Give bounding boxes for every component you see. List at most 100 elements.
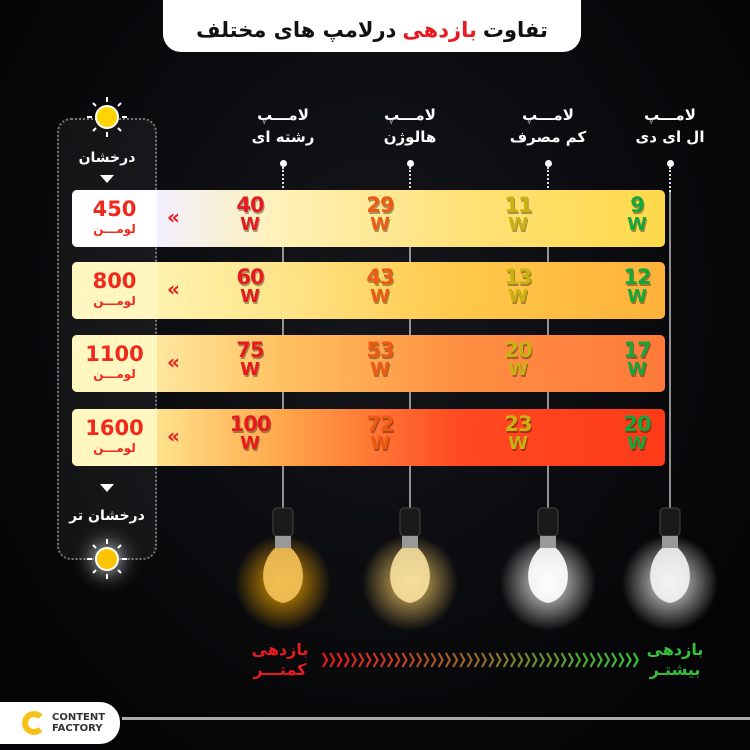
- cfl-bulb-icon: [500, 507, 596, 631]
- wattage-unit: W: [240, 359, 260, 380]
- lumen-unit: لومـــن: [93, 294, 136, 308]
- sun-icon: [86, 538, 128, 580]
- wattage-value: 53: [366, 338, 394, 362]
- arrow-chevron-icon: [589, 652, 596, 668]
- lumen-unit: لومـــن: [93, 367, 136, 381]
- arrow-chevron-icon: [618, 652, 625, 668]
- down-triangle-icon: [100, 175, 114, 183]
- sun-icon: [86, 96, 128, 138]
- divider: [122, 717, 750, 720]
- column-header-filament: لامـــپ رشته ای: [223, 104, 343, 148]
- chevron-left-icon: «: [167, 350, 180, 374]
- efficiency-low-line1: بازدهی: [251, 640, 309, 659]
- title-banner: تفاوت بازدهی درلامپ های مختلف: [163, 0, 581, 52]
- wattage-cell: 20 W: [488, 340, 548, 380]
- wattage-cell: 75 W: [220, 338, 280, 380]
- wattage-cell: 100 W: [220, 414, 280, 454]
- bulb-wire: [669, 190, 671, 512]
- wattage-cell: 72 W: [350, 412, 410, 454]
- arrow-chevron-icon: [365, 652, 372, 668]
- arrow-chevron-icon: [343, 652, 350, 668]
- arrow-chevron-icon: [524, 652, 531, 668]
- arrow-chevron-icon: [350, 652, 358, 668]
- wattage-cell: 13 W: [488, 265, 548, 307]
- wattage-cell: 20 W: [607, 412, 665, 454]
- efficiency-high-label: بازدهی بیشتـر: [640, 640, 710, 680]
- wattage-value: 75: [236, 338, 264, 362]
- wattage-value: 72: [366, 412, 394, 436]
- brightness-top-label: درخشان: [78, 150, 136, 166]
- wattage-unit: W: [240, 214, 260, 235]
- wattage-value: 60: [236, 265, 264, 289]
- wattage-value: 11: [504, 193, 532, 217]
- wattage-unit: W: [370, 286, 390, 307]
- wattage-cell: 53 W: [350, 338, 410, 380]
- arrow-chevron-icon: [582, 652, 589, 668]
- arrow-chevron-icon: [452, 652, 459, 668]
- efficiency-arrow-bar: [322, 652, 640, 668]
- efficiency-high-line1: بازدهی: [646, 640, 704, 659]
- chevron-left-icon: «: [167, 205, 180, 229]
- lumen-cell: 450 لومـــن: [72, 190, 157, 247]
- arrow-chevron-icon: [574, 652, 582, 668]
- lumen-row: 1600 لومـــن «100 W 72 W 23 W 20 W: [72, 409, 665, 466]
- column-label: لامـــپ: [384, 106, 436, 124]
- arrow-chevron-icon: [423, 652, 430, 668]
- arrow-chevron-icon: [322, 652, 329, 668]
- wire-dotted: [409, 167, 411, 192]
- arrow-chevron-icon: [379, 652, 387, 668]
- wattage-unit: W: [240, 286, 260, 307]
- logo-mark-icon: [22, 711, 46, 735]
- logo-line2: FACTORY: [52, 723, 103, 734]
- wattage-cell: 11 W: [488, 193, 548, 235]
- chevron-left-icon: «: [167, 424, 180, 448]
- wattage-cell: 23 W: [488, 414, 548, 454]
- wattage-unit: W: [627, 286, 647, 307]
- column-label: لامـــپ: [644, 106, 696, 124]
- arrow-chevron-icon: [495, 652, 502, 668]
- wire-dot: [280, 160, 287, 167]
- arrow-chevron-icon: [408, 652, 415, 668]
- wattage-unit: W: [508, 286, 528, 307]
- column-header-halogen: لامـــپ هالوژن: [350, 104, 470, 148]
- lumen-row: 800 لومـــن «60 W 43 W 13 W 12 W: [72, 262, 665, 319]
- wattage-unit: W: [370, 433, 390, 454]
- wattage-value: 40: [236, 193, 264, 217]
- wattage-value: 17: [623, 338, 651, 362]
- wattage-unit: W: [627, 433, 647, 454]
- logo-line1: CONTENT: [52, 712, 106, 723]
- wattage-unit: W: [508, 433, 528, 454]
- title-highlight: بازدهی: [402, 18, 477, 42]
- arrow-chevron-icon: [387, 652, 394, 668]
- column-header-cfl: لامـــپ کم مصرف: [488, 104, 608, 148]
- wattage-value: 43: [366, 265, 394, 289]
- arrow-chevron-icon: [415, 652, 423, 668]
- arrow-chevron-icon: [459, 652, 466, 668]
- wattage-value: 13: [504, 265, 532, 289]
- arrow-chevron-icon: [394, 652, 401, 668]
- column-label: کم مصرف: [509, 128, 587, 146]
- arrow-chevron-icon: [502, 652, 509, 668]
- wattage-value: 12: [623, 265, 651, 289]
- arrow-chevron-icon: [538, 652, 546, 668]
- arrow-chevron-icon: [401, 652, 408, 668]
- efficiency-low-line2: کمتـــر: [253, 660, 307, 679]
- wattage-cell: 29 W: [350, 195, 410, 235]
- arrow-chevron-icon: [358, 652, 365, 668]
- title-part1: تفاوت: [482, 18, 548, 42]
- lumen-value: 450: [92, 197, 137, 221]
- arrow-chevron-icon: [546, 652, 553, 668]
- wire-dot: [667, 160, 674, 167]
- brightness-bottom-label: درخشان تر: [69, 508, 145, 524]
- wattage-value: 20: [623, 412, 651, 436]
- lumen-row: 450 لومـــن «40 W 29 W 11 W 9 W: [72, 190, 665, 247]
- led-bulb-icon: [622, 507, 718, 631]
- lumen-row: 1100 لومـــن «75 W 53 W 20 W 17 W: [72, 335, 665, 392]
- wattage-unit: W: [370, 214, 390, 235]
- wattage-unit: W: [240, 433, 260, 454]
- column-label: لامـــپ: [257, 106, 309, 124]
- lumen-unit: لومـــن: [93, 222, 136, 236]
- wire-dot: [407, 160, 414, 167]
- wattage-unit: W: [627, 359, 647, 380]
- chevron-left-icon: «: [167, 277, 180, 301]
